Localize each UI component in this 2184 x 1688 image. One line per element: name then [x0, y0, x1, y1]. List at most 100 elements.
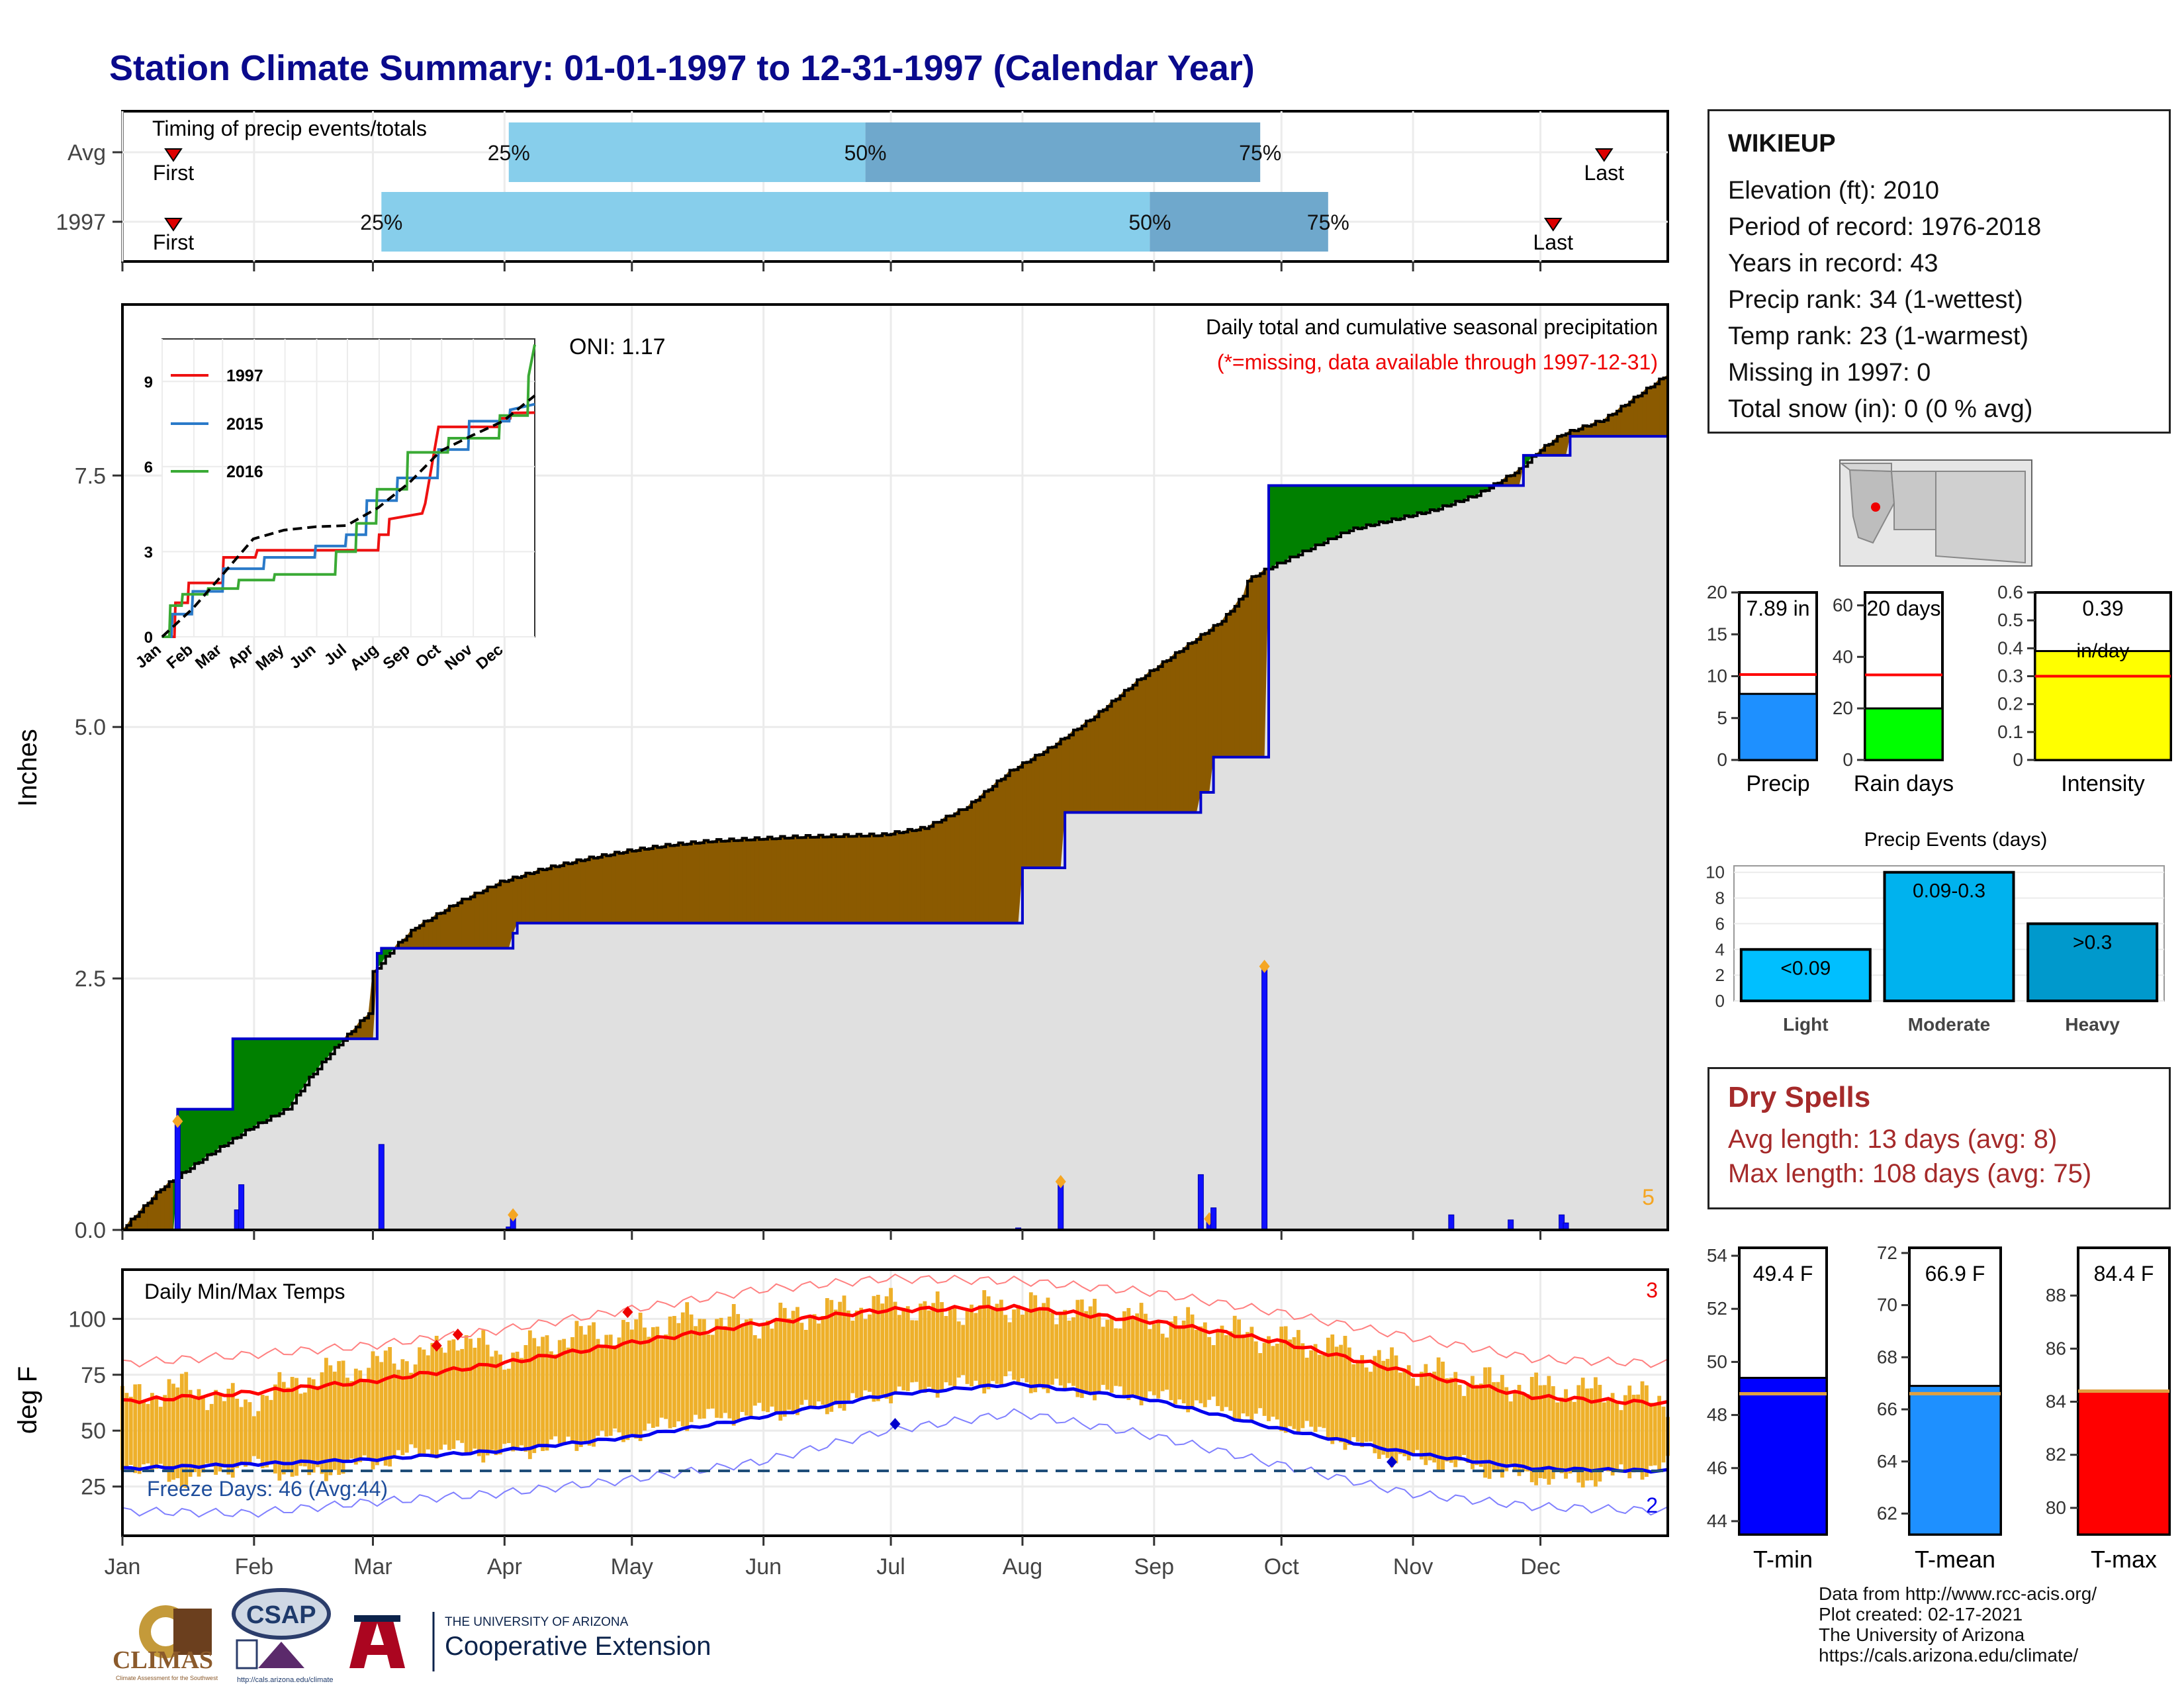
precip-diff-segment	[704, 839, 709, 924]
daily-temp-bar	[1075, 1299, 1080, 1397]
month-label: Nov	[1393, 1554, 1433, 1579]
daily-temp-bar	[1411, 1378, 1416, 1454]
csap-logo-url: http://cals.arizona.edu/climate	[237, 1676, 334, 1684]
daily-temp-bar	[460, 1348, 465, 1443]
daily-temp-bar	[1304, 1358, 1309, 1421]
precip-ytick-label: 5.0	[75, 715, 106, 740]
daily-temp-bar	[481, 1330, 486, 1463]
precip-diff-segment	[224, 1109, 229, 1147]
precip-diff-segment	[461, 898, 467, 949]
gauge-ytick-label: 0.6	[1997, 582, 2023, 602]
precip-diff-segment	[292, 1038, 297, 1103]
daily-temp-bar	[1457, 1385, 1462, 1461]
daily-temp-bar	[999, 1299, 1003, 1386]
precip-diff-segment	[185, 1109, 191, 1172]
precip-diff-segment	[771, 838, 777, 924]
daily-temp-bar	[761, 1323, 766, 1411]
daily-temp-bar	[400, 1359, 405, 1456]
precip-diff-segment	[1650, 383, 1656, 437]
gauge-ytick-label: 0.1	[1997, 722, 2023, 742]
precip-diff-segment	[1446, 485, 1452, 507]
inset-legend-label: 1997	[226, 367, 263, 385]
daily-temp-bar	[562, 1338, 567, 1443]
precip-diff-segment	[1255, 573, 1261, 758]
daily-temp-bar	[1007, 1322, 1012, 1372]
precip-diff-segment	[844, 833, 849, 924]
precip-diff-segment	[1013, 767, 1019, 924]
daily-temp-bar	[850, 1321, 855, 1393]
daily-temp-bar	[1203, 1322, 1207, 1407]
daily-temp-bar	[158, 1407, 163, 1464]
precip-diff-segment	[865, 833, 870, 924]
events-ytick-label: 6	[1715, 914, 1725, 933]
daily-temp-bar	[226, 1388, 231, 1475]
daily-temp-bar	[1551, 1386, 1555, 1479]
precip-diff-segment	[1022, 761, 1027, 868]
precip-diff-segment	[614, 851, 620, 924]
precip-diff-segment	[529, 872, 535, 924]
last-label: Last	[1584, 161, 1625, 185]
timing-pct-label: 25%	[360, 211, 402, 234]
precip-diff-segment	[1357, 485, 1363, 530]
credit-source: Data from http://www.rcc-acis.org/	[1819, 1583, 2097, 1604]
inset-frame	[161, 338, 535, 637]
events-bar-light	[1739, 948, 1872, 1003]
daily-temp-bar	[1046, 1297, 1050, 1393]
daily-temp-bar	[1598, 1385, 1602, 1482]
month-label: Sep	[1134, 1554, 1175, 1579]
daily-temp-bar	[842, 1295, 846, 1411]
precip-diff-segment	[271, 1038, 276, 1117]
precip-diff-segment	[496, 880, 501, 949]
daily-temp-bar	[383, 1350, 388, 1466]
daily-temp-bar	[490, 1356, 494, 1450]
daily-temp-bar	[910, 1320, 915, 1383]
precip-diff-segment	[1430, 485, 1435, 512]
daily-temp-bar	[574, 1321, 579, 1451]
daily-temp-bar	[251, 1416, 256, 1456]
daily-temp-bar	[222, 1401, 226, 1468]
temp-gauges-panel: 44 46 48 50 52 54 49.4 F T-min 62 64 66 68 70 72 66.9 …	[1707, 1243, 2171, 1573]
daily-temp-bar	[1594, 1377, 1598, 1487]
precip-diff-segment	[203, 1109, 208, 1160]
precip-diff-segment	[1408, 485, 1414, 518]
precip-diff-segment	[1039, 751, 1044, 868]
daily-precip-bar	[1210, 1207, 1217, 1231]
precip-diff-segment	[1221, 613, 1227, 758]
daily-temp-bar	[931, 1303, 936, 1391]
tmax-normal-line	[122, 1303, 1668, 1407]
gauge-label: Intensity	[2061, 771, 2145, 796]
temp-ytick-label: 50	[81, 1419, 106, 1444]
daily-temp-bar	[863, 1319, 868, 1391]
daily-temp-bar	[1152, 1324, 1156, 1395]
daily-temp-bar	[549, 1351, 553, 1440]
precip-diff-segment	[1073, 728, 1078, 813]
precip-diff-segment	[593, 857, 598, 924]
daily-temp-bar	[1568, 1398, 1572, 1474]
daily-temp-bar	[617, 1337, 621, 1432]
precip-diff-segment	[805, 835, 811, 924]
daily-temp-bar	[239, 1407, 244, 1463]
daily-temp-bar	[1228, 1331, 1233, 1411]
precip-diff-segment	[1412, 485, 1418, 517]
station-years: Years in record: 43	[1728, 250, 1938, 277]
precip-diff-segment	[903, 828, 909, 924]
daily-temp-bar	[919, 1303, 923, 1392]
temp-gauge-ytick-label: 50	[1707, 1351, 1727, 1372]
precip-diff-segment	[521, 872, 526, 924]
precip-diff-segment	[275, 1038, 280, 1117]
station-info-box: WIKIEUP Elevation (ft): 2010 Period of r…	[1707, 109, 2171, 434]
precip-diff-segment	[737, 837, 743, 924]
precip-diff-segment	[860, 835, 866, 924]
daily-temp-bar	[854, 1310, 859, 1398]
daily-temp-bar	[349, 1381, 354, 1459]
daily-temp-bar	[1054, 1324, 1059, 1379]
daily-temp-bar	[413, 1364, 418, 1448]
temp-gauge-bar-t-mean	[1908, 1385, 2002, 1536]
daily-temp-bar	[1390, 1347, 1394, 1468]
daily-temp-bar	[1466, 1384, 1471, 1464]
daily-temp-bar	[1462, 1395, 1466, 1456]
daily-temp-bar	[1330, 1334, 1335, 1444]
daily-temp-bar	[940, 1302, 944, 1391]
precip-diff-segment	[899, 831, 904, 924]
daily-temp-bar	[782, 1307, 787, 1417]
